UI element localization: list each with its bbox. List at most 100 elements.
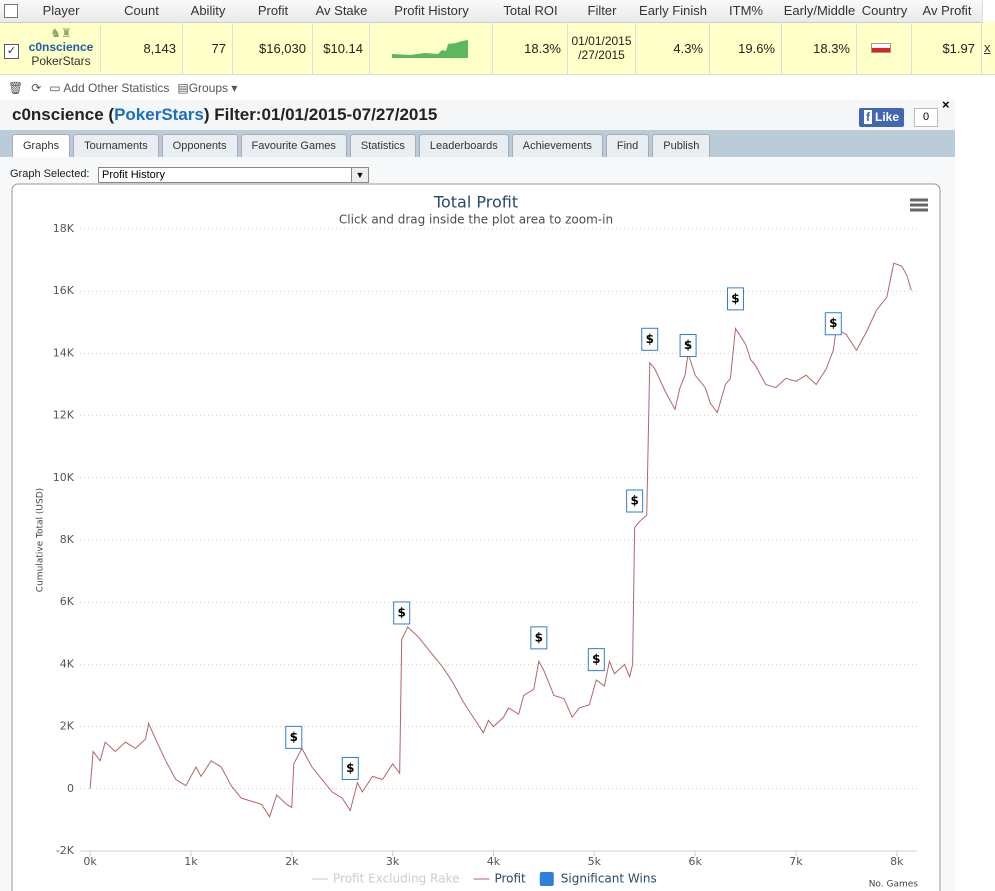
itm: 19.6% xyxy=(710,22,782,74)
tabs: Graphs Tournaments Opponents Favourite Game… xyxy=(12,134,713,157)
win-flag xyxy=(641,327,659,351)
y-tick-label: 8K xyxy=(60,533,75,546)
legend-label[interactable]: Profit Excluding Rake xyxy=(333,872,459,886)
win-flag-label: $ xyxy=(829,316,837,330)
legend-label[interactable]: Significant Wins xyxy=(561,872,657,886)
ability: 77 xyxy=(183,22,233,74)
y-tick-label: 6K xyxy=(60,595,75,608)
tab[interactable]: Achievements xyxy=(511,134,603,157)
legend-label[interactable]: Profit xyxy=(494,872,526,886)
country xyxy=(857,22,912,74)
win-flag-label: $ xyxy=(290,730,298,744)
y-tick-label: 16K xyxy=(53,284,75,297)
trash-icon[interactable]: 🗑 xyxy=(8,81,24,95)
x-tick-label: 7k xyxy=(789,855,803,868)
count: 8,143 xyxy=(100,22,183,74)
tab[interactable]: Find xyxy=(605,134,650,157)
y-tick-label: -2K xyxy=(56,844,75,857)
column-header[interactable]: Av Profit xyxy=(912,0,983,23)
x-tick-label: 2k xyxy=(285,855,299,868)
row-checkbox[interactable]: ✓ xyxy=(4,44,19,59)
title-site[interactable]: PokerStars xyxy=(114,105,204,124)
tab[interactable]: Graphs xyxy=(12,134,71,157)
graph-select-label: Graph Selected: xyxy=(10,168,90,180)
win-flag-label: $ xyxy=(646,332,654,346)
y-tick-label: 18K xyxy=(53,222,75,235)
player-link[interactable]: c0nscience xyxy=(28,40,94,54)
y-tick-label: 0 xyxy=(67,782,74,795)
column-header[interactable]: ITM% xyxy=(710,0,783,23)
tab[interactable]: Publish xyxy=(652,134,711,157)
profit-line xyxy=(89,262,912,818)
y-tick-label: 10K xyxy=(53,471,75,484)
x-tick-label: 0k xyxy=(83,855,97,868)
panel-title: c0nscience (PokerStars) Filter:01/01/201… xyxy=(12,105,438,124)
total-roi: 18.3% xyxy=(493,22,568,74)
refresh-icon[interactable]: ⟳ xyxy=(31,81,42,95)
x-tick-label: 3k xyxy=(386,855,400,868)
win-flag-label: $ xyxy=(630,494,638,508)
column-header[interactable]: Ability xyxy=(183,0,234,23)
column-header[interactable]: Count xyxy=(100,0,184,23)
graph-select[interactable]: Profit History ▼ xyxy=(98,167,369,183)
win-flag xyxy=(587,648,605,672)
title-player: c0nscience xyxy=(12,105,104,124)
groups[interactable]: ▤Groups ▾ xyxy=(177,81,238,95)
profit: $16,030 xyxy=(233,22,313,74)
like-button[interactable]: f Like xyxy=(859,108,905,127)
x-tick-label: 6k xyxy=(688,855,702,868)
sparkline-cell xyxy=(370,22,493,74)
win-flag xyxy=(726,287,744,311)
flag-icon xyxy=(871,43,891,53)
y-tick-label: 12K xyxy=(53,409,75,422)
win-flag-label: $ xyxy=(346,761,354,775)
win-flag-label: $ xyxy=(684,338,692,352)
win-flag xyxy=(341,756,359,780)
panel-title-bar xyxy=(0,100,955,130)
win-flag xyxy=(285,725,303,749)
early-finish: 4.3% xyxy=(636,22,710,74)
tab[interactable]: Leaderboards xyxy=(418,134,509,157)
chart-frame xyxy=(11,183,941,891)
column-header[interactable]: Player xyxy=(22,0,101,23)
menu-icon[interactable] xyxy=(910,198,928,212)
tab[interactable]: Statistics xyxy=(349,134,416,157)
chart-subtitle: Click and drag inside the plot area to z… xyxy=(339,213,613,227)
chart-title: Total Profit xyxy=(433,193,518,212)
groups-label: Groups xyxy=(188,81,229,95)
tab[interactable]: Tournaments xyxy=(73,134,159,157)
column-header[interactable]: Av Stake xyxy=(313,0,371,23)
add-stats-label: Add Other Statistics xyxy=(63,81,170,95)
x-tick-label: 8k xyxy=(890,855,904,868)
remove-link[interactable]: x xyxy=(984,40,991,55)
column-header[interactable]: Total ROI xyxy=(493,0,569,23)
x-tick-label: 1k xyxy=(184,855,198,868)
x-axis-label: No. Games xyxy=(869,880,919,890)
early-middle: 18.3% xyxy=(782,22,857,74)
x-tick-label: 4k xyxy=(487,855,501,868)
close-icon[interactable]: × xyxy=(942,97,950,112)
win-flag xyxy=(824,312,842,336)
row-bg xyxy=(0,22,995,75)
graph-select-value: Profit History xyxy=(102,169,165,181)
av-stake: $10.14 xyxy=(313,22,370,74)
column-header[interactable]: Country xyxy=(857,0,913,23)
column-header[interactable]: Filter xyxy=(568,0,637,23)
tab[interactable]: Favourite Games xyxy=(240,134,347,157)
site: PokerStars xyxy=(31,54,91,68)
win-flag-label: $ xyxy=(398,605,406,619)
win-flag xyxy=(393,601,411,625)
title-filter: Filter:01/01/2015-07/27/2015 xyxy=(214,105,438,124)
tab[interactable]: Opponents xyxy=(161,134,238,157)
column-header[interactable]: Profit xyxy=(233,0,314,23)
avatar-icons: ♞♜ xyxy=(50,26,72,40)
win-flag xyxy=(530,626,548,650)
x-tick-label: 5k xyxy=(588,855,602,868)
add-stats[interactable]: ▭ Add Other Statistics xyxy=(49,81,170,95)
toolbar: 🗑 ⟳ ▭ Add Other Statistics ▤Groups ▾ xyxy=(8,81,237,95)
y-tick-label: 14K xyxy=(53,346,75,359)
sparkline xyxy=(392,40,468,58)
column-header[interactable]: Early Finish xyxy=(636,0,711,23)
